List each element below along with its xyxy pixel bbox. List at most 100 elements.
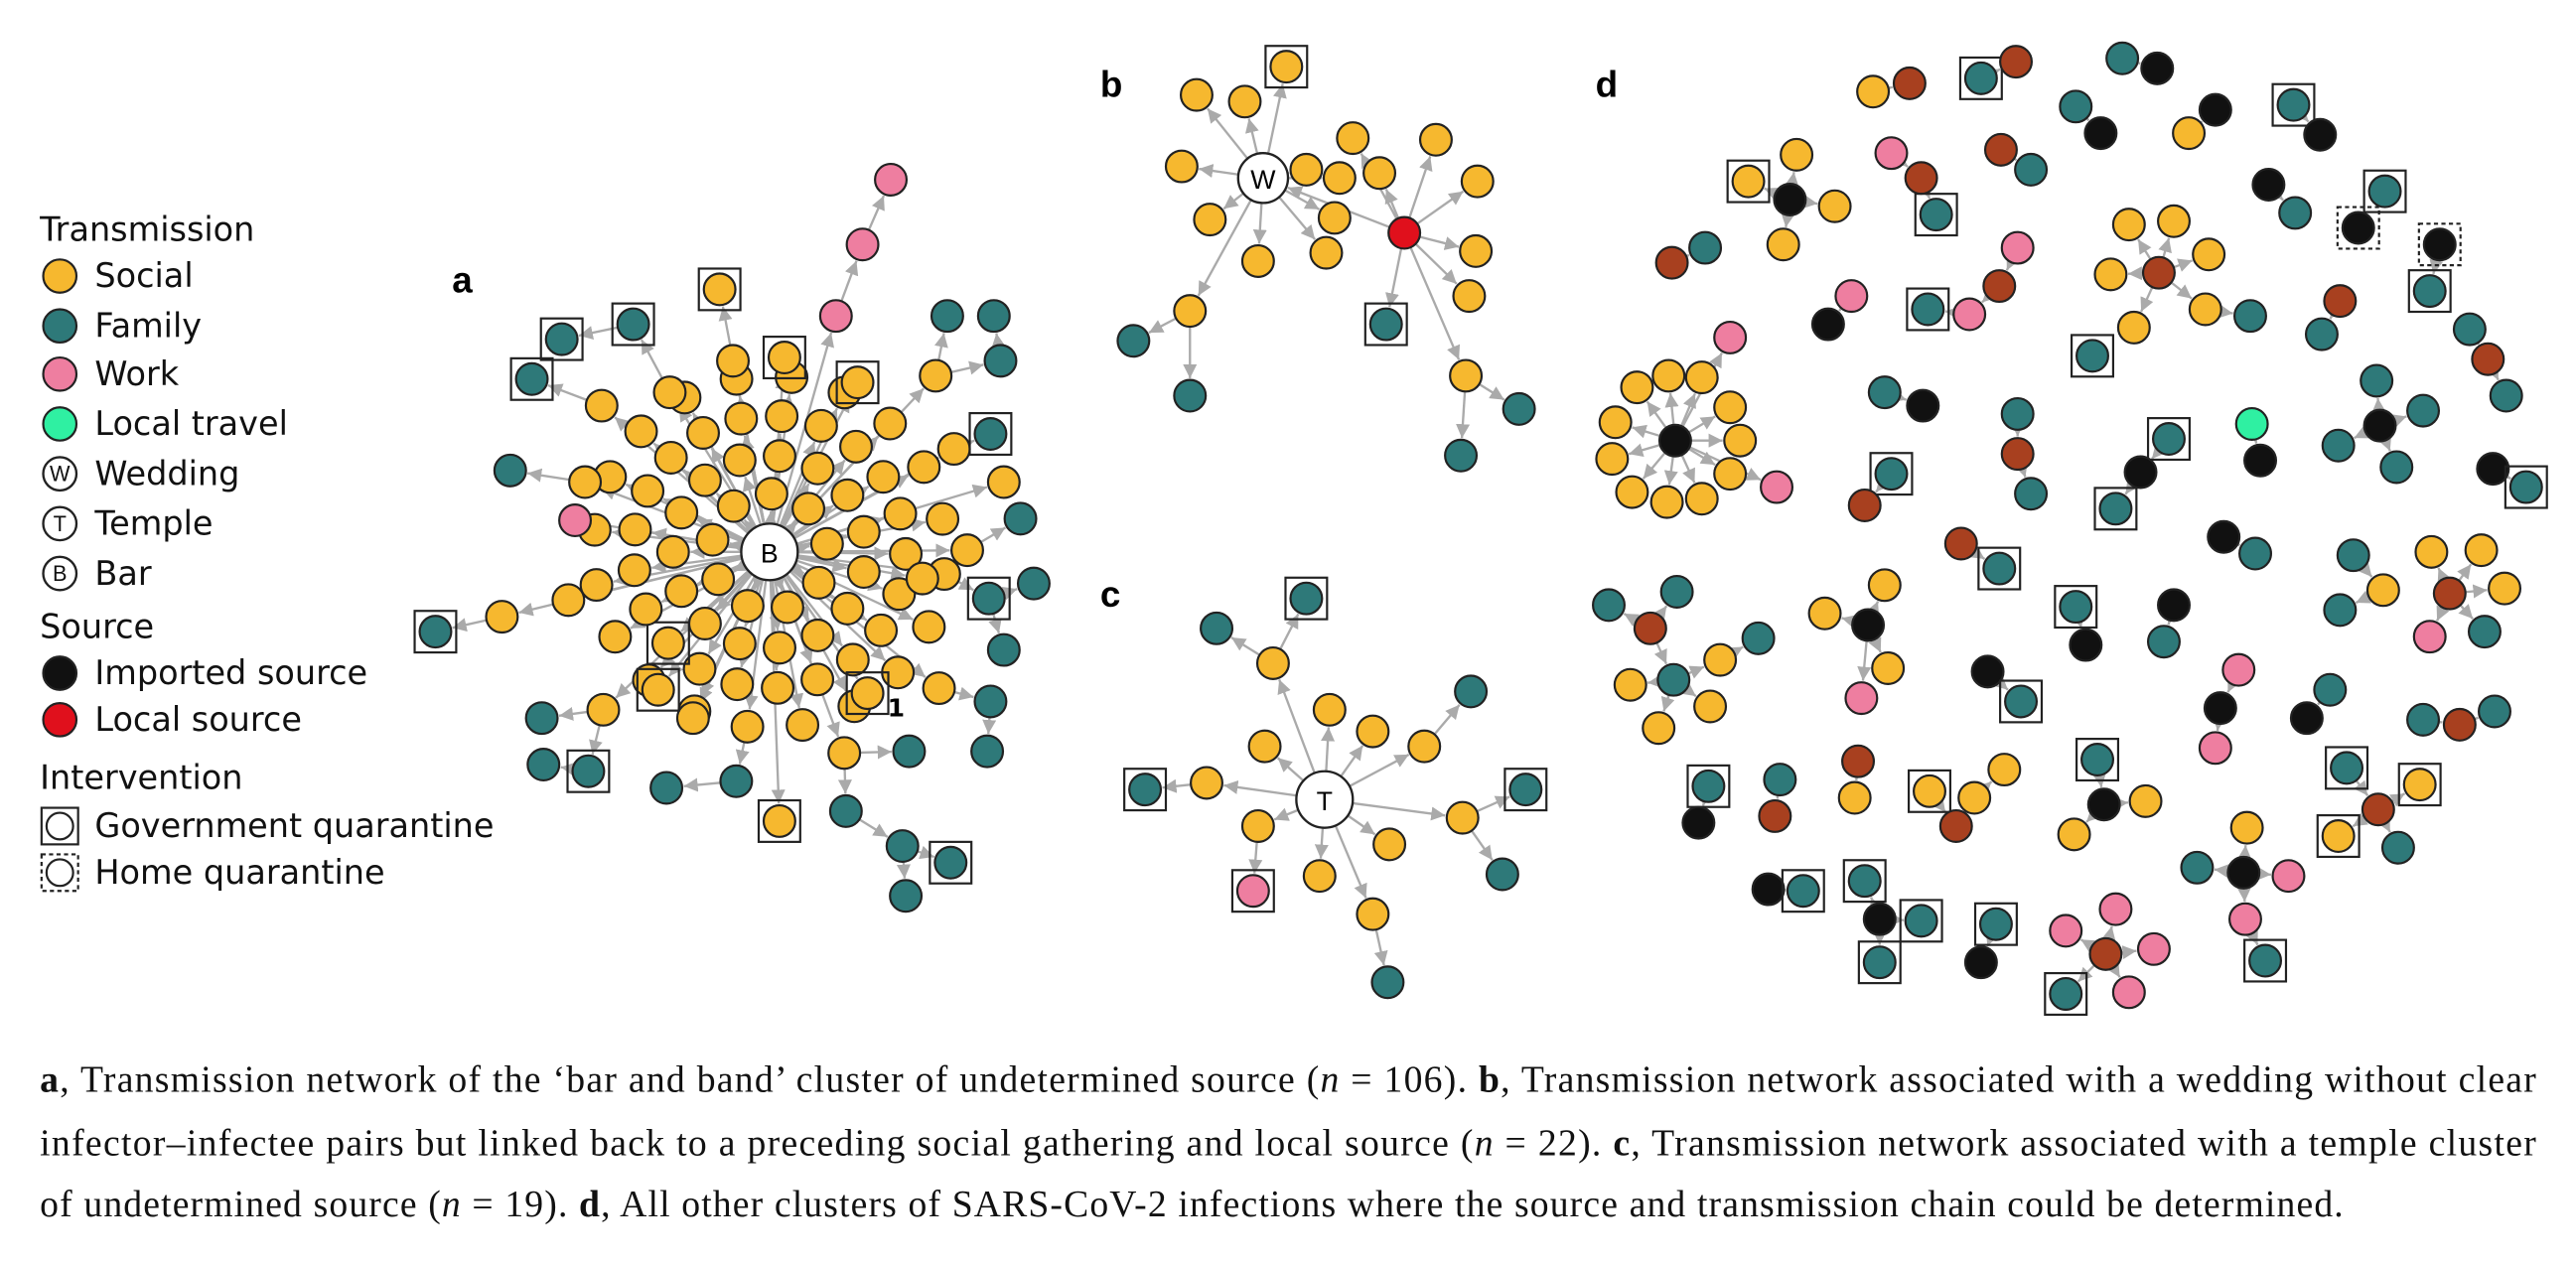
- node: [1723, 423, 1758, 458]
- edge: [1981, 287, 1997, 304]
- node: [1982, 551, 2017, 586]
- government-quarantine: [1977, 546, 2022, 591]
- legend-swatch: [40, 853, 79, 893]
- edge: [2429, 258, 2444, 275]
- node: [2478, 694, 2511, 729]
- caption-run: n: [442, 1184, 461, 1225]
- edge: [2486, 364, 2500, 381]
- node: [1003, 501, 1038, 536]
- node: [1713, 390, 1748, 425]
- legend-swatch: [42, 456, 78, 492]
- legend-title: Source: [40, 607, 154, 645]
- government-quarantine: [2271, 82, 2316, 127]
- node: [1867, 375, 1902, 410]
- node: [973, 417, 1008, 451]
- node: [2000, 230, 2035, 265]
- edge: [2173, 258, 2194, 272]
- edge: [1680, 682, 1697, 698]
- edge: [1340, 745, 1364, 777]
- node: [1851, 608, 1886, 642]
- government-quarantine: [1914, 193, 1958, 237]
- node: [1356, 897, 1390, 931]
- node: [649, 771, 684, 805]
- node: [2336, 538, 2370, 573]
- edge: [1470, 829, 1494, 861]
- government-quarantine: [2407, 269, 2452, 314]
- node: [2232, 299, 2267, 334]
- node: [1452, 279, 1487, 314]
- edge: [2237, 845, 2252, 860]
- edge: [1230, 636, 1261, 656]
- edge: [2226, 676, 2240, 693]
- node: [767, 341, 801, 375]
- node: [2116, 310, 2151, 345]
- node: [2243, 443, 2278, 478]
- edge: [2014, 462, 2028, 478]
- node: [1760, 470, 1794, 504]
- node: [1741, 621, 1776, 655]
- node: [883, 496, 918, 531]
- node: [653, 441, 688, 475]
- home-quarantine: [2417, 222, 2462, 267]
- node: [2226, 855, 2261, 890]
- edge: [2124, 479, 2140, 495]
- node: [828, 793, 863, 828]
- node: [682, 651, 717, 686]
- node: [1751, 872, 1786, 907]
- government-quarantine: [2093, 487, 2138, 531]
- node: [598, 620, 633, 654]
- node: [2088, 936, 2123, 971]
- node: [1807, 596, 1842, 631]
- node: [1763, 763, 1797, 797]
- legend-label: Government quarantine: [94, 806, 494, 845]
- node: [675, 701, 710, 736]
- edge: [860, 745, 892, 760]
- node: [1247, 729, 1282, 764]
- node: [1773, 183, 1807, 217]
- node: [874, 162, 909, 197]
- edge: [683, 777, 721, 792]
- panel-label: b: [1100, 64, 1122, 104]
- edge: [1727, 645, 1744, 660]
- node: [1255, 645, 1290, 680]
- node: [2207, 519, 2241, 554]
- node: [1982, 269, 2017, 304]
- node: [1633, 611, 1667, 645]
- edge: [794, 541, 810, 556]
- node: [571, 754, 606, 788]
- node: [846, 514, 881, 549]
- edge: [2079, 938, 2097, 953]
- government-quarantine: [1973, 902, 2018, 946]
- government-quarantine: [1999, 679, 2044, 724]
- node: [761, 670, 795, 705]
- node: [2422, 227, 2457, 262]
- edge: [796, 556, 847, 573]
- edge: [2101, 925, 2116, 942]
- edge: [2377, 816, 2391, 833]
- government-quarantine: [1284, 576, 1329, 621]
- government-quarantine: [2316, 814, 2361, 859]
- node: [1703, 642, 1738, 677]
- edge: [1976, 780, 1993, 796]
- government-quarantine: [2070, 334, 2115, 378]
- node: [907, 450, 941, 485]
- edge: [2137, 238, 2152, 260]
- node: [2000, 396, 2035, 431]
- government-quarantine: [2362, 169, 2407, 213]
- node: [1240, 243, 1275, 278]
- edge: [1248, 841, 1263, 874]
- node: [2432, 576, 2467, 611]
- node: [1598, 405, 1633, 440]
- node: [800, 451, 835, 486]
- government-quarantine: [645, 621, 690, 665]
- node: [830, 478, 865, 512]
- node: [905, 561, 939, 596]
- edge: [558, 706, 588, 721]
- edge: [1352, 801, 1446, 821]
- node: [687, 463, 722, 497]
- node: [846, 555, 881, 590]
- node: [2111, 975, 2146, 1010]
- edge: [2377, 435, 2392, 452]
- government-quarantine: [1230, 869, 1275, 914]
- node: [922, 671, 956, 706]
